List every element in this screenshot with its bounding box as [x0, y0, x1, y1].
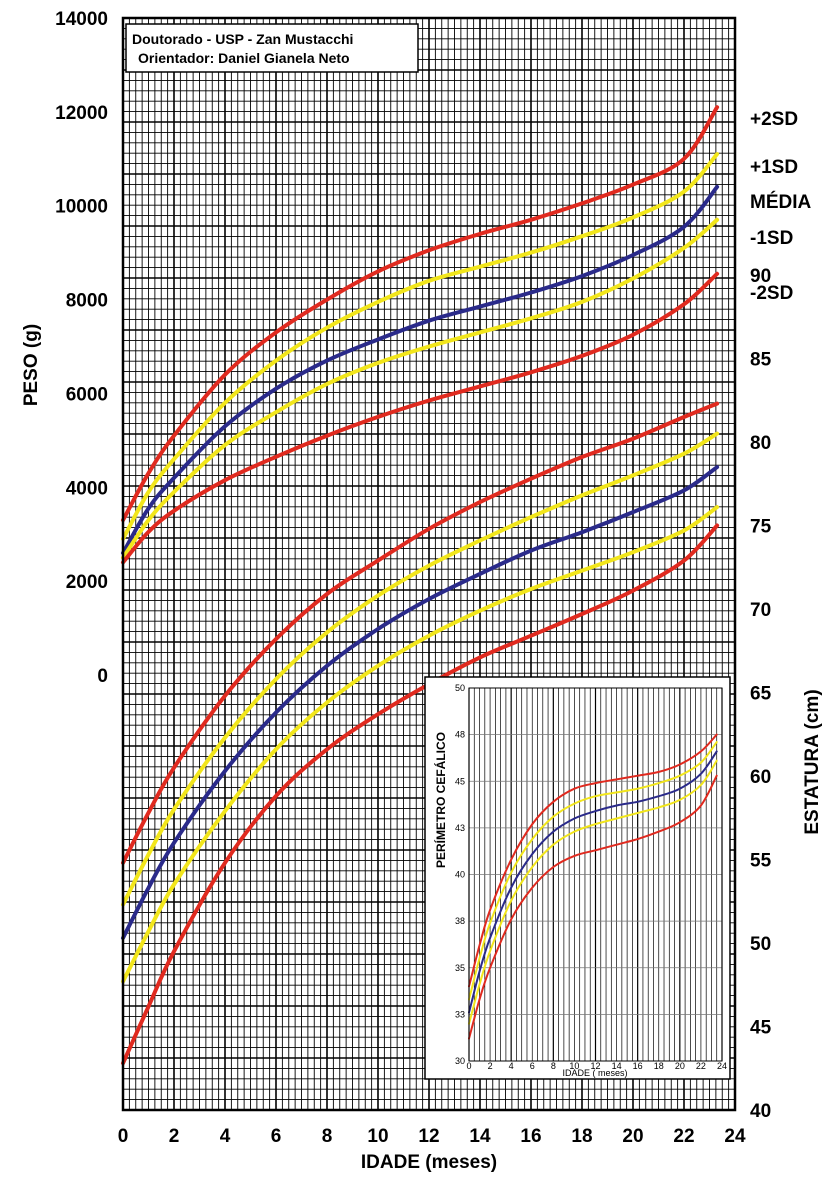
inset-x-axis-title: IDADE ( meses): [562, 1068, 627, 1078]
inset-curve-media: [468, 750, 718, 1014]
height-curve-minus2sd: [121, 523, 720, 1066]
y-tick-label: 2000: [66, 572, 108, 593]
y2-tick-label: 85: [750, 350, 772, 371]
inset-y-tick-label: 43: [455, 823, 465, 833]
inset-grid: [468, 687, 723, 1062]
sd-label: +1SD: [750, 157, 798, 178]
inset-head-circumference-chart: 0 2 4 6 8 10 12 14 16 18 20 22 24 303335384043454850…: [424, 676, 731, 1080]
inset-x-tick-label: 0: [466, 1061, 471, 1071]
x-tick-label: 10: [367, 1126, 388, 1147]
inset-y-tick-label: 33: [455, 1009, 465, 1019]
inset-x-tick-label: 12: [590, 1061, 600, 1071]
height-curve-media: [121, 465, 720, 940]
inset-curves: [468, 733, 718, 1040]
y2-tick-label: 40: [750, 1101, 771, 1122]
weight-curve-plus1sd: [121, 152, 720, 541]
inset-y-tick-label: 38: [455, 916, 465, 926]
x-tick-label: 6: [271, 1126, 282, 1147]
credit-box: [125, 23, 419, 73]
x-tick-labels: 0 2 4 6 8 10 12 14 16 18 20 22 24: [118, 1126, 746, 1147]
weight-curve-plus2sd: [121, 105, 720, 523]
x-tick-label: 16: [520, 1126, 541, 1147]
inset-y-tick-label: 35: [455, 963, 465, 973]
weight-curve-minus1sd: [121, 217, 720, 560]
inset-x-tick-label: 20: [675, 1061, 685, 1071]
x-tick-label: 20: [622, 1126, 643, 1147]
height-curve-minus1sd: [121, 505, 720, 984]
y2-tick-label: 55: [750, 851, 772, 872]
inset-curve-minus2sd: [468, 774, 718, 1040]
credit-line-1: Doutorado - USP - Zan Mustacchi: [132, 31, 353, 47]
inset-y-tick-label: 45: [455, 776, 465, 786]
inset-curve-plus1sd: [468, 741, 718, 1001]
x-tick-label: 12: [418, 1126, 439, 1147]
weight-curve-media: [121, 184, 720, 555]
inset-x-tick-label: 6: [530, 1061, 535, 1071]
y-tick-label: 12000: [55, 103, 108, 124]
inset-x-tick-label: 8: [551, 1061, 556, 1071]
inset-x-tick-label: 24: [717, 1061, 727, 1071]
inset-curve-minus1sd: [468, 759, 718, 1025]
y-tick-label: 4000: [66, 478, 108, 499]
inset-x-tick-label: 2: [488, 1061, 493, 1071]
y2-tick-label: 65: [750, 684, 772, 705]
y-tick-label: 10000: [55, 197, 108, 218]
sd-label: MÉDIA: [750, 191, 812, 213]
height-curve-plus1sd: [121, 431, 720, 907]
inset-x-tick-label: 14: [612, 1061, 622, 1071]
y2-tick-label: 60: [750, 767, 771, 788]
x-axis-title: IDADE (meses): [361, 1152, 497, 1173]
y-tick-label: 6000: [66, 384, 108, 405]
y2-tick-label: 80: [750, 433, 771, 454]
inset-y-tick-label: 40: [455, 870, 465, 880]
inset-y-axis-title: PERÍMETRO CEFÁLICO: [433, 732, 448, 868]
inset-plot-frame: [468, 687, 723, 1062]
y-axis-title: PESO (g): [21, 324, 42, 406]
inset-x-tick-label: 22: [696, 1061, 706, 1071]
weight-curves: [121, 105, 720, 565]
x-tick-label: 2: [169, 1126, 180, 1147]
x-tick-label: 24: [724, 1126, 746, 1147]
inset-x-tick-label: 10: [569, 1061, 579, 1071]
height-curve-plus2sd: [121, 401, 720, 865]
inset-y-tick-labels: 30 33 35 38 40 43 45 48 50: [455, 683, 465, 1066]
x-tick-label: 8: [322, 1126, 333, 1147]
x-tick-label: 18: [571, 1126, 592, 1147]
x-tick-label: 4: [220, 1126, 231, 1147]
inset-y-tick-label: 50: [455, 683, 465, 693]
y-tick-label: 8000: [66, 291, 108, 312]
inset-x-tick-label: 4: [509, 1061, 514, 1071]
y-tick-label: 0: [97, 666, 108, 687]
sd-label: -1SD: [750, 228, 793, 249]
plot-frame: [121, 16, 737, 1112]
height-curves: [121, 401, 720, 1066]
y2-tick-label: 50: [750, 934, 771, 955]
credit-line-2: Orientador: Daniel Gianela Neto: [138, 50, 350, 66]
sd-label: -2SD: [750, 283, 793, 304]
y2-axis-title: ESTATURA (cm): [802, 689, 823, 834]
y2-tick-label: 90: [750, 266, 771, 287]
inset-x-tick-labels: 0 2 4 6 8 10 12 14 16 18 20 22 24: [466, 1061, 727, 1071]
x-tick-label: 14: [469, 1126, 491, 1147]
sd-label: +2SD: [750, 109, 798, 130]
y2-tick-label: 45: [750, 1018, 772, 1039]
sd-labels: +2SD +1SD MÉDIA -1SD -2SD: [750, 109, 812, 304]
y2-tick-label: 75: [750, 517, 772, 538]
inset-y-tick-label: 48: [455, 730, 465, 740]
y-tick-label: 14000: [55, 9, 108, 30]
inset-x-tick-label: 18: [654, 1061, 664, 1071]
y-tick-labels: 0 2000 4000 6000 8000 10000 12000 14000: [55, 9, 108, 687]
weight-curve-minus2sd: [121, 271, 720, 565]
y2-tick-label: 70: [750, 600, 771, 621]
inset-x-tick-label: 16: [633, 1061, 643, 1071]
y2-tick-labels: 40 45 50 55 60 65 70 75 80 85 90: [750, 266, 772, 1122]
x-tick-label: 22: [673, 1126, 694, 1147]
inset-y-tick-label: 30: [455, 1056, 465, 1066]
inset-curve-plus2sd: [468, 733, 718, 988]
x-tick-label: 0: [118, 1126, 129, 1147]
